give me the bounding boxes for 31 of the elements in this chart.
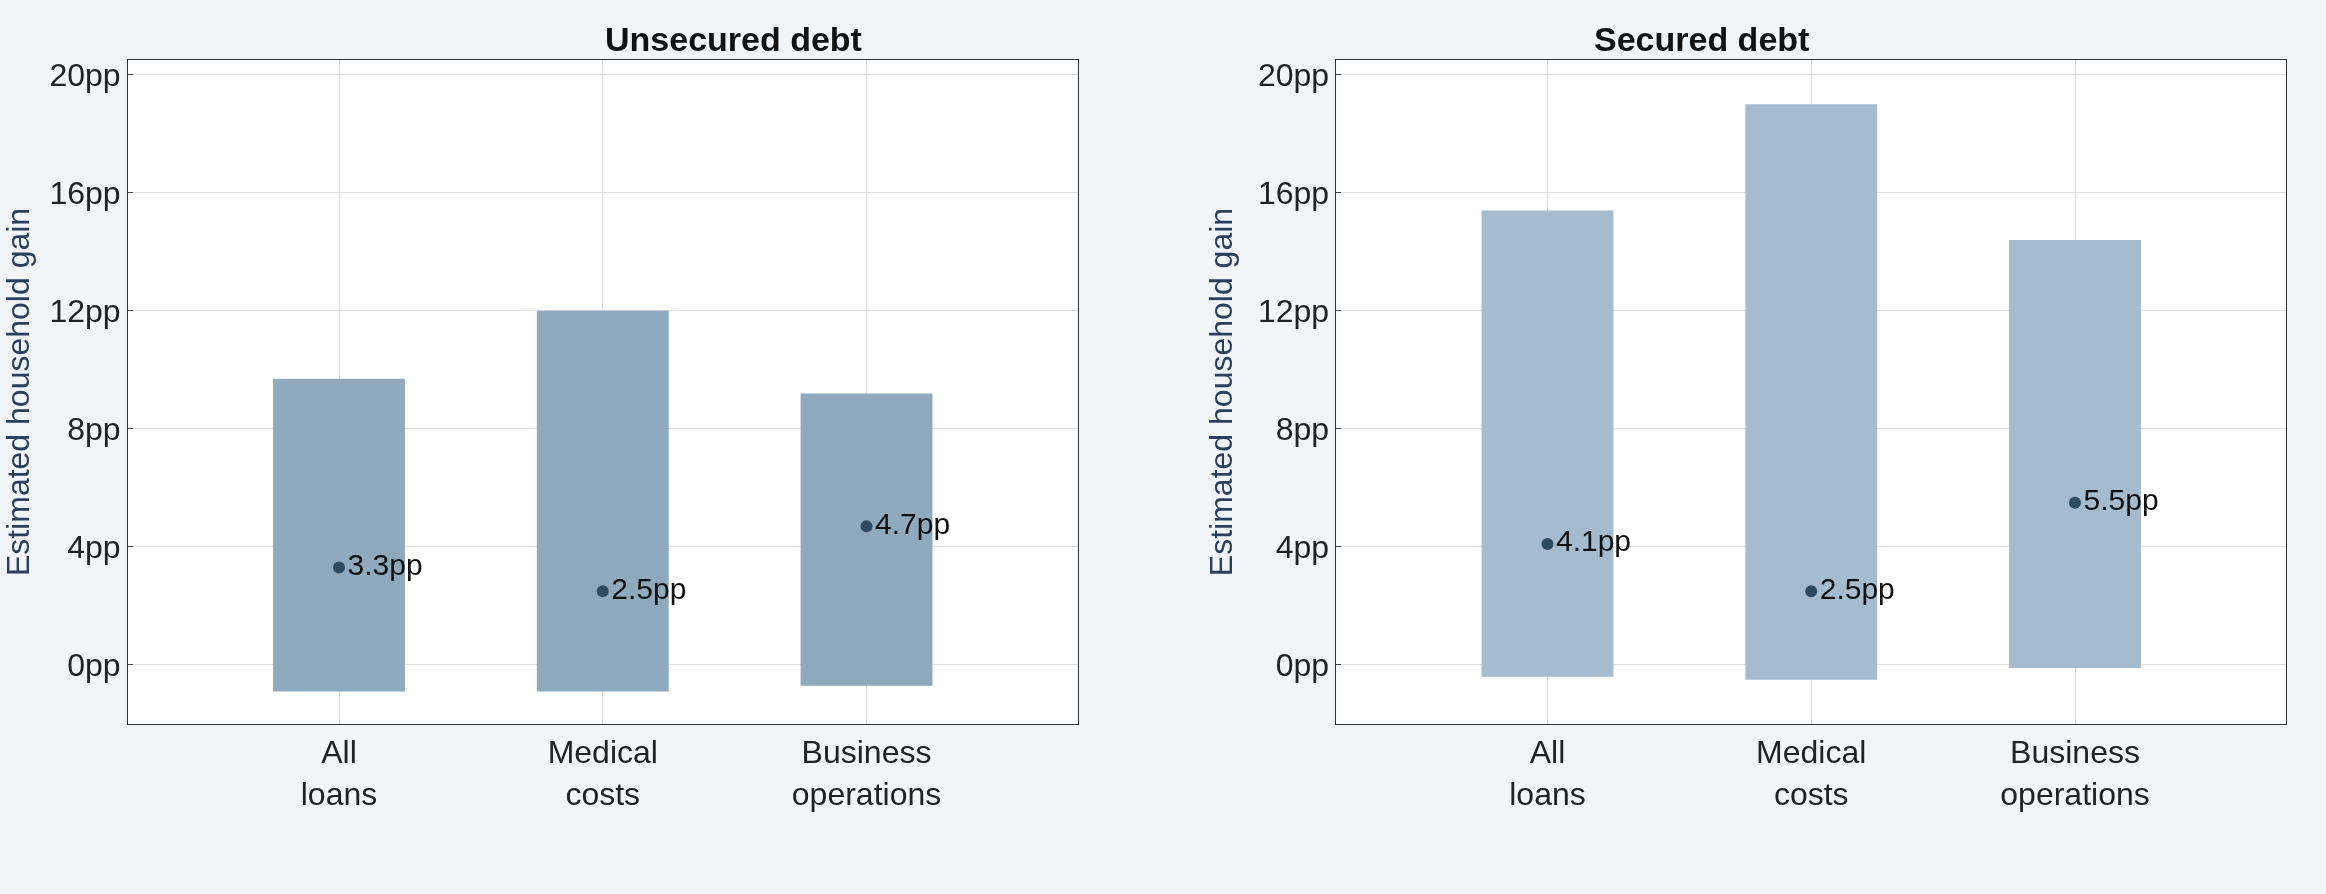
point — [2069, 496, 2081, 509]
point — [1541, 537, 1554, 550]
y-tick-label: 4pp — [1275, 529, 1330, 566]
chart-title: Secured debt — [1594, 20, 1810, 58]
y-tick-label: 12pp — [49, 293, 121, 330]
point — [333, 561, 345, 574]
point — [860, 520, 873, 533]
y-tick-label: 20pp — [1257, 56, 1330, 93]
y-tick-label: 4pp — [67, 529, 121, 566]
x-tick-label: Business operations — [791, 734, 942, 812]
y-tick-label: 0pp — [67, 647, 121, 684]
data-label: 4.1pp — [1555, 524, 1632, 558]
y-tick-label: 12pp — [1257, 293, 1330, 330]
y-tick-label: 16pp — [1257, 175, 1330, 211]
y-tick-label: 8pp — [1275, 411, 1330, 448]
x-tick-label: Medical costs — [1756, 734, 1867, 812]
x-tick-label: Business operations — [2000, 734, 2150, 812]
point — [596, 585, 609, 598]
x-tick-label: All loans — [1509, 734, 1586, 812]
point — [1805, 585, 1818, 598]
y-tick-label: 20pp — [49, 56, 121, 93]
y-axis-title: Estimated household gain — [0, 207, 36, 577]
chart-title: Unsecured debt — [605, 20, 862, 58]
y-tick-label: 0pp — [1275, 647, 1330, 684]
data-label: 2.5pp — [1819, 571, 1895, 605]
y-tick-label: 8pp — [67, 411, 121, 448]
y-tick-label: 16pp — [49, 175, 121, 211]
x-tick-label: Medical costs — [547, 734, 658, 812]
x-tick-label: All loans — [300, 734, 378, 812]
y-axis-title: Estimated household gain — [1203, 207, 1240, 577]
data-label: 5.5pp — [2083, 483, 2159, 517]
